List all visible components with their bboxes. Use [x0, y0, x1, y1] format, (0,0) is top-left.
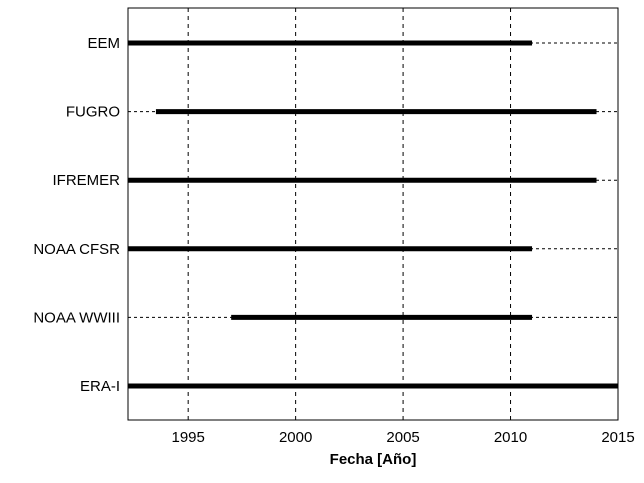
x-tick-label: 2000 — [279, 429, 312, 446]
x-tick-label: 1995 — [171, 429, 204, 446]
y-tick-label: NOAA WWIII — [33, 309, 120, 326]
y-tick-label: ERA-I — [80, 378, 120, 395]
plot-area-frame — [127, 7, 619, 421]
y-tick-label: IFREMER — [53, 172, 121, 189]
y-tick-label: NOAA CFSR — [33, 241, 120, 258]
x-tick-label: 2005 — [386, 429, 419, 446]
x-axis-tick-labels: 1995 2000 2005 2010 2015 — [171, 429, 634, 446]
data-bars — [128, 40, 618, 389]
x-tick-label: 2015 — [601, 429, 634, 446]
y-axis-tick-labels: EEM FUGRO IFREMER NOAA CFSR NOAA WWIII ERA-I — [33, 35, 120, 395]
x-tick-label: 2010 — [494, 429, 527, 446]
y-tick-label: EEM — [87, 35, 120, 52]
x-axis-title: Fecha [Año] — [330, 451, 417, 468]
y-tick-label: FUGRO — [66, 104, 120, 121]
grid-lines — [128, 8, 618, 420]
